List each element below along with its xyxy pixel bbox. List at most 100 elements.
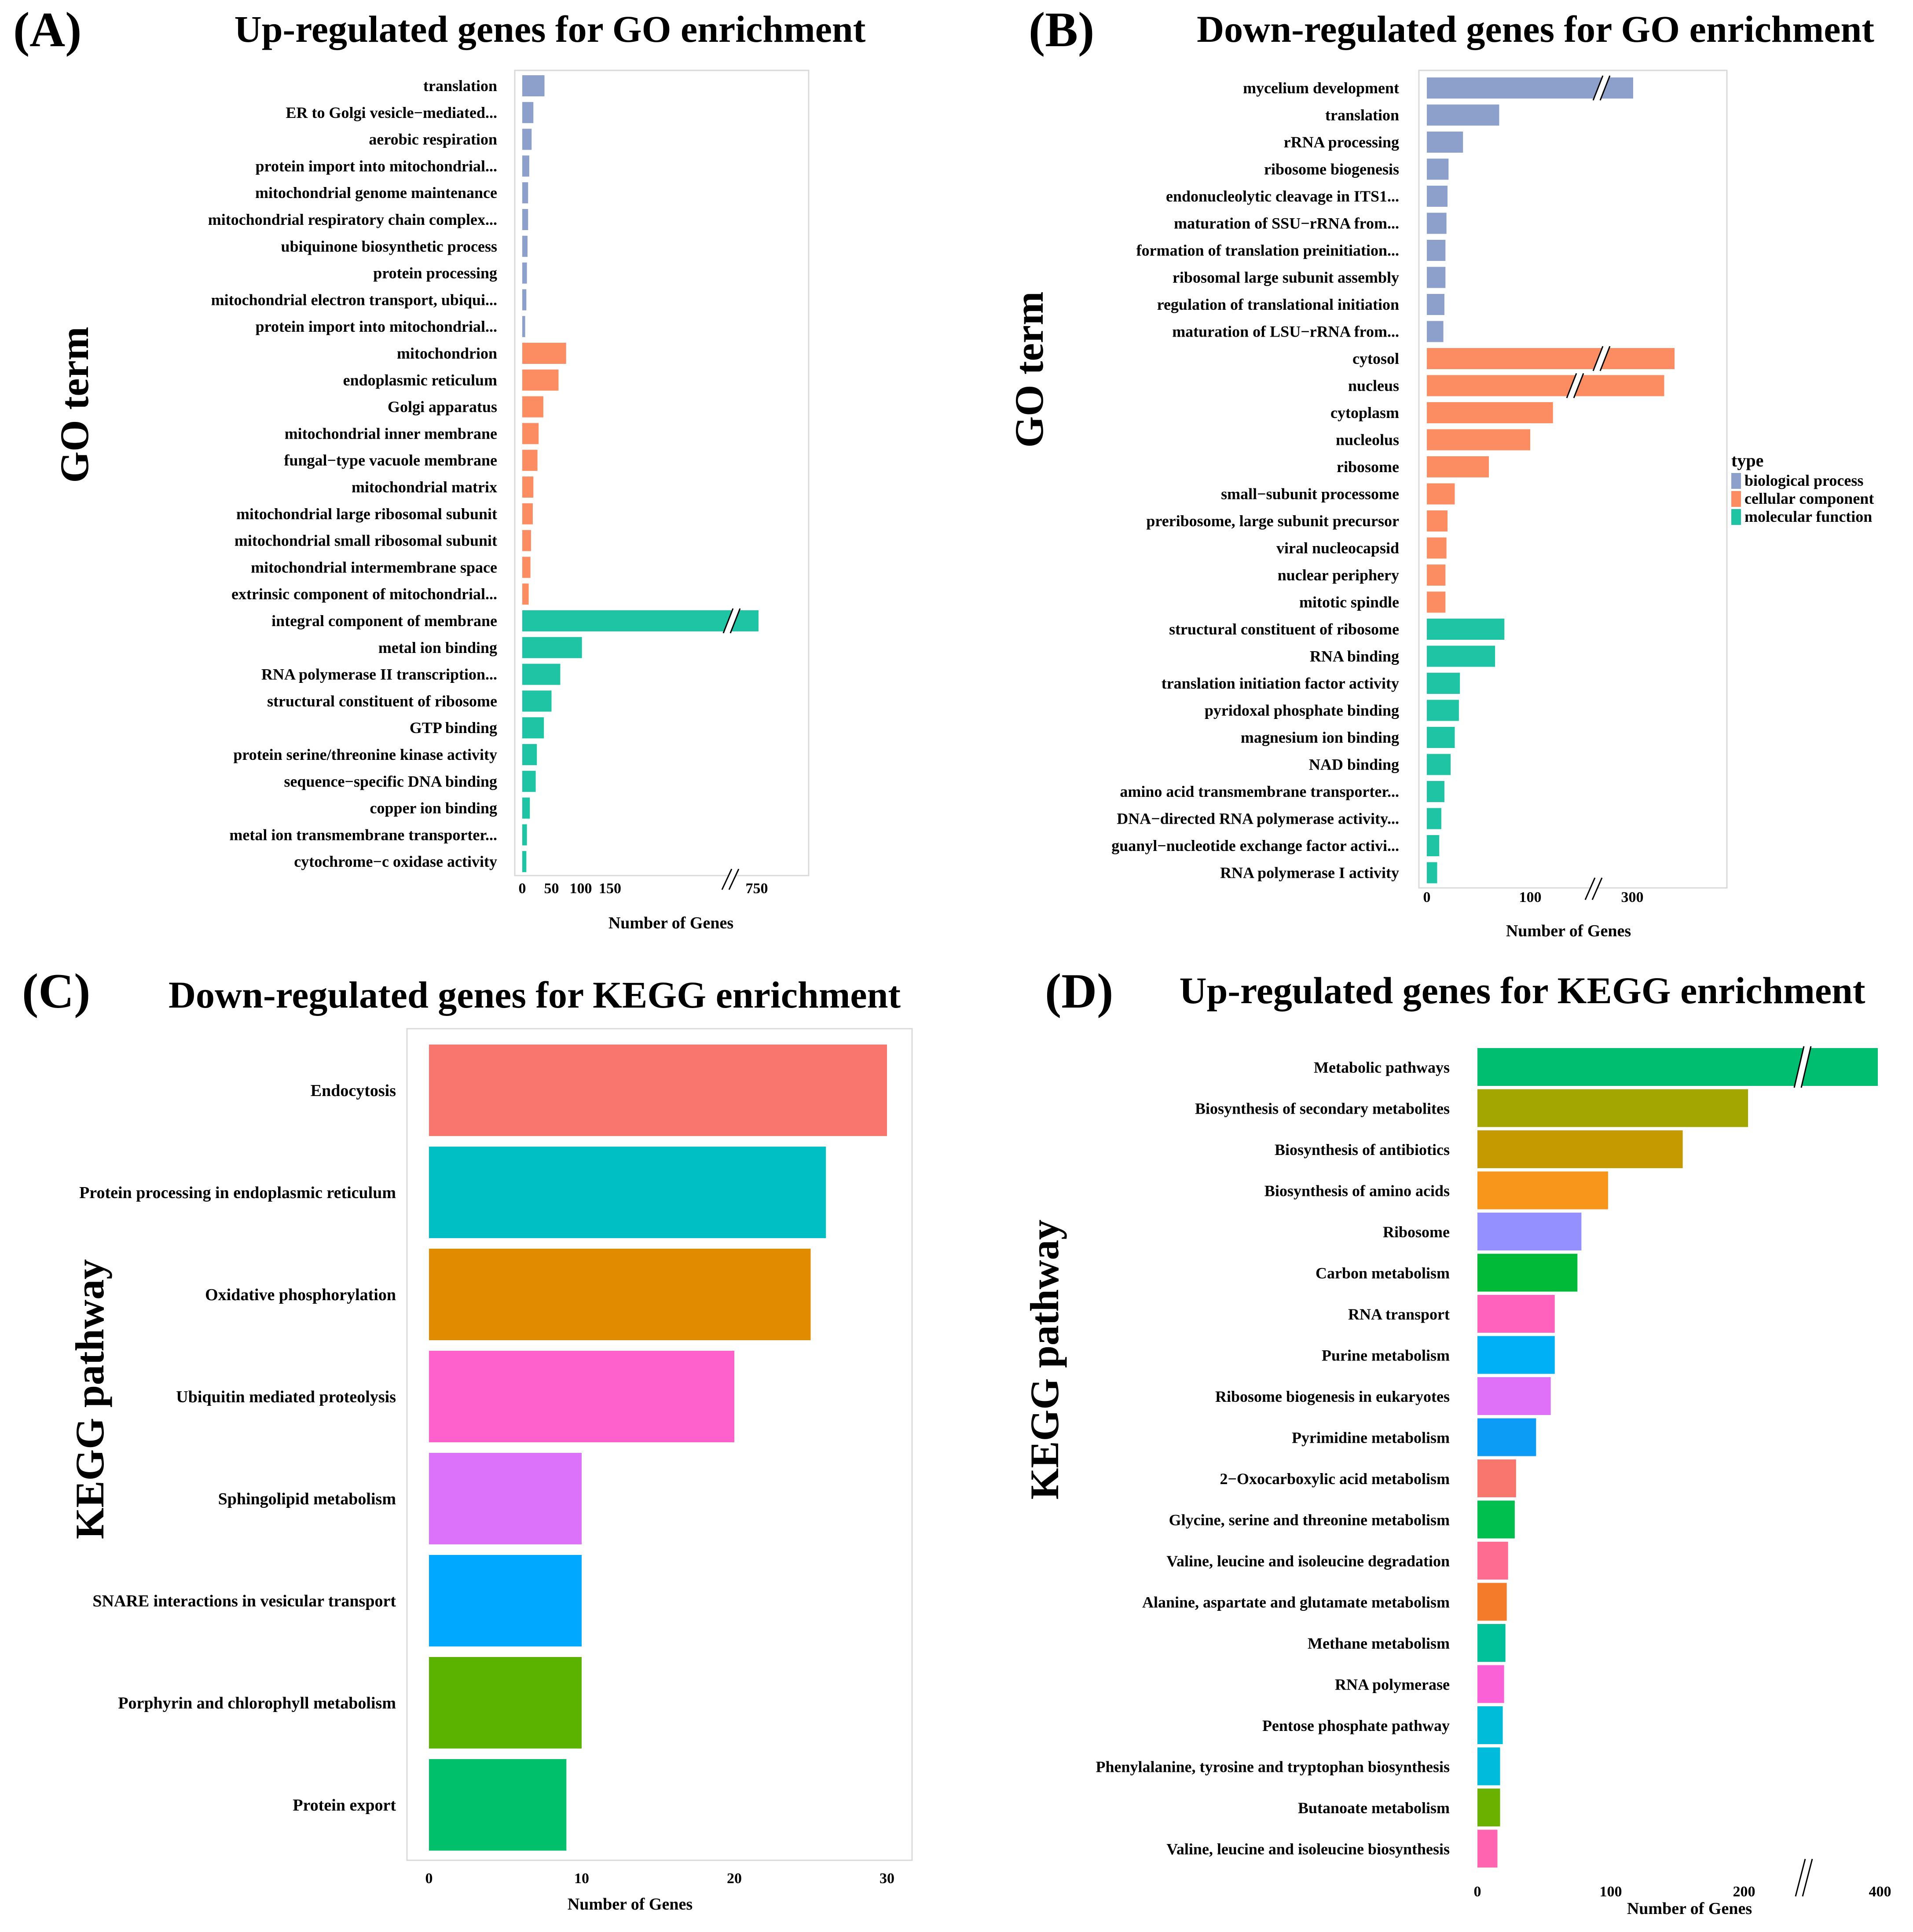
axis-break-tick-line-left: [1584, 877, 1596, 900]
panel-a: (A) Up-regulated genes for GO enrichment…: [13, 3, 866, 932]
bar: [522, 664, 561, 685]
category-label: mitochondrial respiratory chain complex.…: [208, 211, 497, 228]
panel-b-legend: type biological process cellular compone…: [1731, 451, 1874, 525]
bar: [522, 770, 536, 792]
x-tick-label: 400: [1869, 1884, 1891, 1900]
category-label: Phenylalanine, tyrosine and tryptophan b…: [1096, 1758, 1450, 1776]
x-tick-label: 10: [574, 1870, 589, 1887]
bar: [1427, 645, 1495, 667]
panel-d-title: Up-regulated genes for KEGG enrichment: [1179, 969, 1865, 1012]
category-label: mitochondrial large ribosomal subunit: [236, 505, 497, 523]
category-label: ribosome: [1337, 458, 1399, 476]
panel-b: (B) Down-regulated genes for GO enrichme…: [1007, 3, 1874, 940]
bar: [1477, 1213, 1582, 1250]
bar: [1477, 1089, 1748, 1127]
x-tick-label: 100: [570, 880, 592, 897]
panel-c-xlabel: Number of Genes: [568, 1895, 693, 1914]
legend-swatch-biological-process: [1731, 473, 1741, 489]
bar: [1427, 483, 1455, 505]
bar: [522, 583, 529, 605]
bar: [1427, 565, 1446, 586]
bar: [522, 717, 544, 739]
panel-d: (D) Up-regulated genes for KEGG enrichme…: [1022, 964, 1891, 1918]
category-label: formation of translation preinitiation..…: [1136, 242, 1399, 259]
bar: [522, 557, 531, 578]
bar: [1477, 1706, 1503, 1744]
panel-c-frame: [406, 1028, 913, 1861]
bar: [1477, 1665, 1504, 1703]
category-label: nuclear periphery: [1278, 566, 1399, 584]
bar: [522, 610, 759, 631]
bar: [522, 450, 538, 471]
category-label: regulation of translational initiation: [1157, 296, 1399, 313]
bar: [1477, 1418, 1536, 1456]
x-tick-label: 50: [544, 880, 559, 897]
x-tick-label: 100: [1600, 1884, 1622, 1900]
bar: [429, 1453, 582, 1544]
category-label: RNA polymerase: [1335, 1676, 1450, 1694]
category-label: Pyrimidine metabolism: [1292, 1429, 1450, 1447]
bar: [522, 316, 525, 337]
bar: [1477, 1295, 1555, 1333]
category-label: metal ion binding: [378, 639, 497, 656]
panel-d-ylabel: KEGG pathway: [1022, 1220, 1067, 1499]
category-label: NAD binding: [1309, 756, 1399, 774]
bar: [1477, 1500, 1515, 1539]
axis-break-line-left: [1592, 75, 1604, 101]
legend-label-molecular-function: molecular function: [1744, 508, 1872, 525]
bar: [1427, 158, 1449, 180]
bar: [1427, 862, 1437, 884]
bar: [1427, 429, 1530, 451]
panel-d-xlabel: Number of Genes: [1627, 1899, 1752, 1918]
x-tick-label: 0: [1423, 889, 1431, 906]
bar: [429, 1045, 887, 1136]
category-label: Biosynthesis of secondary metabolites: [1195, 1100, 1450, 1118]
category-label: Butanoate metabolism: [1298, 1799, 1450, 1817]
bar: [1477, 1254, 1578, 1292]
axis-break-gap: [1794, 1046, 1811, 1088]
bar: [1427, 240, 1446, 261]
category-label: Valine, leucine and isoleucine biosynthe…: [1166, 1840, 1450, 1858]
bar: [1427, 537, 1447, 559]
axis-break-tick-gap: [1796, 1859, 1812, 1896]
bar: [522, 343, 566, 364]
category-label: Endocytosis: [311, 1081, 396, 1100]
axis-break-line-left: [1566, 373, 1577, 399]
category-label: Protein processing in endoplasmic reticu…: [79, 1184, 396, 1202]
category-label: GTP binding: [410, 719, 497, 737]
bar: [1427, 781, 1444, 802]
category-label: mitochondrion: [397, 345, 497, 362]
bar: [1427, 267, 1446, 288]
axis-break-tick-gap: [722, 869, 739, 890]
x-tick-label: 0: [519, 880, 526, 897]
category-label: Valine, leucine and isoleucine degradati…: [1166, 1552, 1450, 1570]
bar: [522, 155, 529, 177]
category-label: maturation of LSU−rRNA from...: [1172, 323, 1399, 341]
category-label: RNA binding: [1310, 648, 1399, 665]
bar: [1427, 700, 1459, 721]
bar: [1427, 104, 1499, 126]
category-label: preribosome, large subunit precursor: [1146, 512, 1399, 530]
category-label: rRNA processing: [1284, 133, 1399, 151]
bar: [522, 102, 534, 123]
category-label: mitochondrial matrix: [352, 478, 497, 496]
category-label: Sphingolipid metabolism: [218, 1490, 396, 1508]
panel-b-ylabel: GO term: [1007, 291, 1052, 447]
bar: [1477, 1583, 1507, 1621]
panel-d-letter: (D): [1045, 964, 1113, 1019]
bar: [1427, 321, 1444, 342]
category-label: extrinsic component of mitochondrial...: [231, 585, 497, 603]
bar: [1477, 1747, 1500, 1785]
category-label: mycelium development: [1243, 79, 1399, 97]
category-label: nucleolus: [1336, 431, 1399, 449]
category-label: Oxidative phosphorylation: [205, 1286, 396, 1304]
category-label: viral nucleocapsid: [1276, 539, 1399, 557]
bar: [1477, 1624, 1506, 1662]
axis-break-tick-line-left: [721, 869, 733, 890]
bar: [522, 637, 582, 658]
category-label: amino acid transmembrane transporter...: [1120, 783, 1399, 800]
category-label: Ribosome: [1383, 1223, 1450, 1241]
axis-break-gap: [1567, 373, 1583, 398]
bar: [1477, 1789, 1500, 1826]
